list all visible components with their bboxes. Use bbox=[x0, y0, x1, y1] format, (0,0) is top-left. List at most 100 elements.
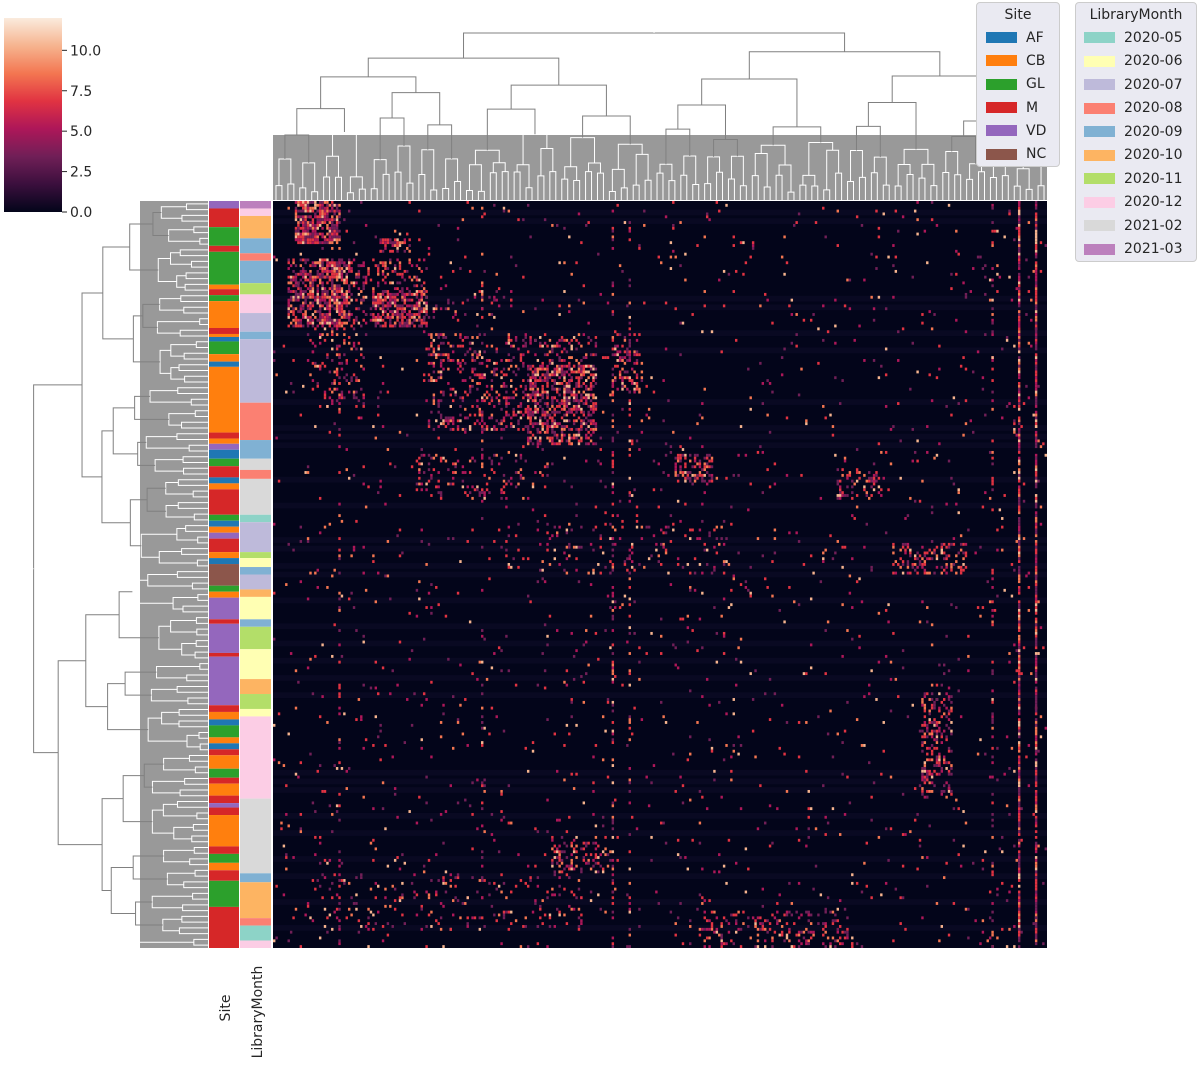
heatmap-cell bbox=[959, 571, 963, 575]
heatmap-cell bbox=[708, 703, 711, 707]
heatmap-cell bbox=[732, 577, 735, 581]
heatmap-cell bbox=[381, 666, 385, 670]
heatmap-cell bbox=[309, 206, 312, 210]
heatmap-cell bbox=[558, 439, 561, 443]
heatmap-cell bbox=[531, 399, 535, 403]
heatmap-cell bbox=[916, 201, 919, 204]
heatmap-cell bbox=[294, 215, 298, 219]
heatmap-cell bbox=[510, 910, 513, 914]
heatmap-cell bbox=[543, 402, 547, 405]
site-strip-segment bbox=[209, 361, 239, 367]
heatmap-cell bbox=[304, 218, 307, 222]
heatmap-cell bbox=[485, 359, 489, 362]
heatmap-cell bbox=[435, 356, 438, 360]
heatmap-cell bbox=[396, 315, 399, 319]
heatmap-cell bbox=[410, 292, 414, 296]
heatmap-cell bbox=[430, 606, 433, 609]
heatmap-cell bbox=[519, 404, 523, 408]
heatmap-cell bbox=[594, 376, 598, 380]
heatmap-cell bbox=[328, 261, 332, 265]
heatmap-cell bbox=[901, 545, 905, 549]
heatmap-cell bbox=[618, 359, 622, 362]
heatmap-cell bbox=[616, 333, 619, 337]
heatmap-cell bbox=[548, 350, 552, 354]
heatmap-cell bbox=[340, 367, 344, 371]
heatmap-cell bbox=[720, 945, 723, 948]
heatmap-cell bbox=[558, 402, 561, 405]
heatmap-cell bbox=[413, 692, 416, 696]
heatmap-cell bbox=[950, 603, 953, 607]
heatmap-cell bbox=[751, 244, 755, 247]
heatmap-cell bbox=[1013, 344, 1016, 348]
heatmap-cell bbox=[664, 531, 668, 535]
heatmap-cell bbox=[451, 462, 455, 466]
heatmap-cell bbox=[546, 522, 549, 526]
heatmap-cell bbox=[575, 856, 578, 859]
heatmap-cell bbox=[565, 390, 569, 394]
heatmap-cell bbox=[364, 321, 368, 325]
site-strip-segment bbox=[209, 489, 239, 515]
heatmap-cell bbox=[468, 387, 472, 391]
heatmap-cell bbox=[853, 482, 856, 486]
heatmap-cell bbox=[517, 522, 520, 526]
heatmap-cell bbox=[415, 284, 419, 288]
heatmap-cell bbox=[611, 542, 615, 546]
heatmap-cell bbox=[374, 922, 378, 926]
heatmap-cell bbox=[318, 318, 322, 322]
heatmap-cell bbox=[848, 574, 852, 578]
heatmap-cell bbox=[950, 700, 953, 704]
heatmap-cell bbox=[543, 514, 547, 518]
heatmap-cell bbox=[947, 459, 951, 463]
heatmap-cell bbox=[410, 298, 414, 302]
heatmap-cell bbox=[311, 379, 315, 382]
heatmap-cell bbox=[674, 646, 677, 650]
heatmap-cell bbox=[543, 485, 547, 489]
heatmap-cell bbox=[541, 422, 544, 426]
heatmap-cell bbox=[352, 396, 356, 400]
heatmap-cell bbox=[826, 936, 830, 940]
heatmap-cell bbox=[451, 344, 455, 348]
heatmap-cell bbox=[377, 313, 380, 316]
heatmap-cell bbox=[940, 767, 943, 770]
heatmap-cell bbox=[297, 201, 300, 204]
heatmap-cell bbox=[855, 718, 859, 722]
heatmap-cell bbox=[403, 269, 407, 273]
heatmap-cell bbox=[807, 919, 810, 923]
column-dendrogram-link bbox=[677, 104, 726, 140]
heatmap-cell bbox=[923, 775, 927, 779]
heatmap-cell bbox=[398, 281, 402, 285]
heatmap-cell bbox=[860, 744, 864, 747]
heatmap-cell bbox=[536, 373, 540, 377]
heatmap-cell bbox=[379, 292, 382, 296]
heatmap-cell bbox=[722, 634, 726, 638]
heatmap-cell bbox=[338, 301, 341, 305]
heatmap-cell bbox=[505, 373, 508, 377]
heatmap-cell bbox=[964, 554, 968, 558]
heatmap-cell bbox=[889, 775, 893, 779]
heatmap-cell bbox=[338, 376, 341, 380]
heatmap-cell bbox=[826, 732, 830, 736]
heatmap-cell bbox=[618, 499, 622, 503]
heatmap-cell bbox=[945, 634, 948, 638]
heatmap-cell bbox=[585, 422, 588, 426]
heatmap-cell bbox=[858, 577, 861, 581]
heatmap-cell bbox=[633, 353, 636, 357]
heatmap-cell bbox=[1037, 384, 1040, 388]
heatmap-cell bbox=[333, 212, 336, 216]
heatmap-cell bbox=[575, 844, 578, 848]
heatmap-cell bbox=[834, 324, 837, 328]
heatmap-cell bbox=[418, 290, 421, 293]
heatmap-cell bbox=[667, 399, 670, 403]
heatmap-cell bbox=[321, 203, 324, 207]
heatmap-cell bbox=[563, 841, 566, 845]
heatmap-cell bbox=[500, 384, 503, 388]
heatmap-cell bbox=[783, 235, 786, 239]
heatmap-cell bbox=[926, 735, 929, 739]
heatmap-cell bbox=[427, 373, 431, 377]
heatmap-cell bbox=[362, 264, 365, 268]
heatmap-cell bbox=[476, 336, 479, 339]
heatmap-cell bbox=[328, 298, 332, 302]
heatmap-cell bbox=[768, 677, 772, 681]
heatmap-cell bbox=[872, 359, 876, 362]
heatmap-cell bbox=[514, 264, 518, 268]
